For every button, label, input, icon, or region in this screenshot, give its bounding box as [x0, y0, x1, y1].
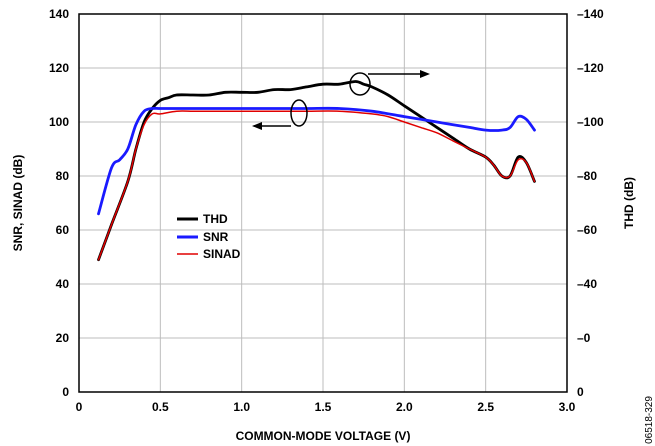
x-tick-label: 1.5: [315, 400, 332, 414]
legend-label-snr: SNR: [203, 230, 229, 244]
right-y-tick-label: –40: [577, 277, 597, 291]
right-y-tick-label: –100: [577, 115, 604, 129]
series-layer: [97, 80, 536, 262]
right-y-tick-label: 0: [577, 385, 584, 399]
legend-label-sinad: SINAD: [203, 247, 241, 261]
annotations: [252, 70, 430, 130]
left-y-tick-label: 40: [56, 277, 70, 291]
plot-frame: [78, 13, 568, 393]
x-tick-label: 2.0: [396, 400, 413, 414]
left-y-tick-label: 0: [62, 385, 69, 399]
legend: THD SNR SINAD: [177, 212, 241, 261]
figure-id: 06518-329: [644, 396, 655, 444]
snr-curve-marker-ellipse: [290, 99, 308, 127]
left-y-tick-label: 140: [49, 7, 69, 21]
left-y-tick-label: 60: [56, 223, 70, 237]
series-line-snr: [97, 106, 536, 216]
right-y-tick-label: –60: [577, 223, 597, 237]
thd-curve-marker-ellipse: [349, 72, 371, 96]
x-axis-ticks: 0 0.5 1.0 1.5 2.0 2.5 3.0: [76, 400, 576, 414]
left-axis-ticks: 0 20 40 60 80 100 120 140: [49, 7, 69, 399]
x-tick-label: 2.5: [477, 400, 494, 414]
right-y-tick-label: –80: [577, 169, 597, 183]
snr-left-axis-arrow-head: [252, 122, 262, 130]
legend-label-thd: THD: [203, 212, 228, 226]
x-tick-label: 3.0: [559, 400, 576, 414]
x-axis-title: COMMON-MODE VOLTAGE (V): [236, 429, 411, 443]
left-axis-title: SNR, SINAD (dB): [11, 155, 25, 252]
x-tick-label: 0: [76, 400, 83, 414]
right-y-tick-label: –140: [577, 7, 604, 21]
left-y-tick-label: 20: [56, 331, 70, 345]
x-tick-label: 1.0: [233, 400, 250, 414]
x-tick-label: 0.5: [152, 400, 169, 414]
left-y-tick-label: 100: [49, 115, 69, 129]
thd-right-axis-arrow-head: [420, 70, 430, 78]
right-axis-ticks: 0 –0 –40 –60 –80 –100 –120 –140: [577, 7, 604, 399]
right-axis-title: THD (dB): [622, 177, 636, 229]
left-y-tick-label: 80: [56, 169, 70, 183]
series-line-sinad: [97, 110, 536, 261]
grid: [79, 14, 567, 392]
left-y-tick-label: 120: [49, 61, 69, 75]
right-y-tick-label: –0: [577, 331, 591, 345]
right-y-tick-label: –120: [577, 61, 604, 75]
